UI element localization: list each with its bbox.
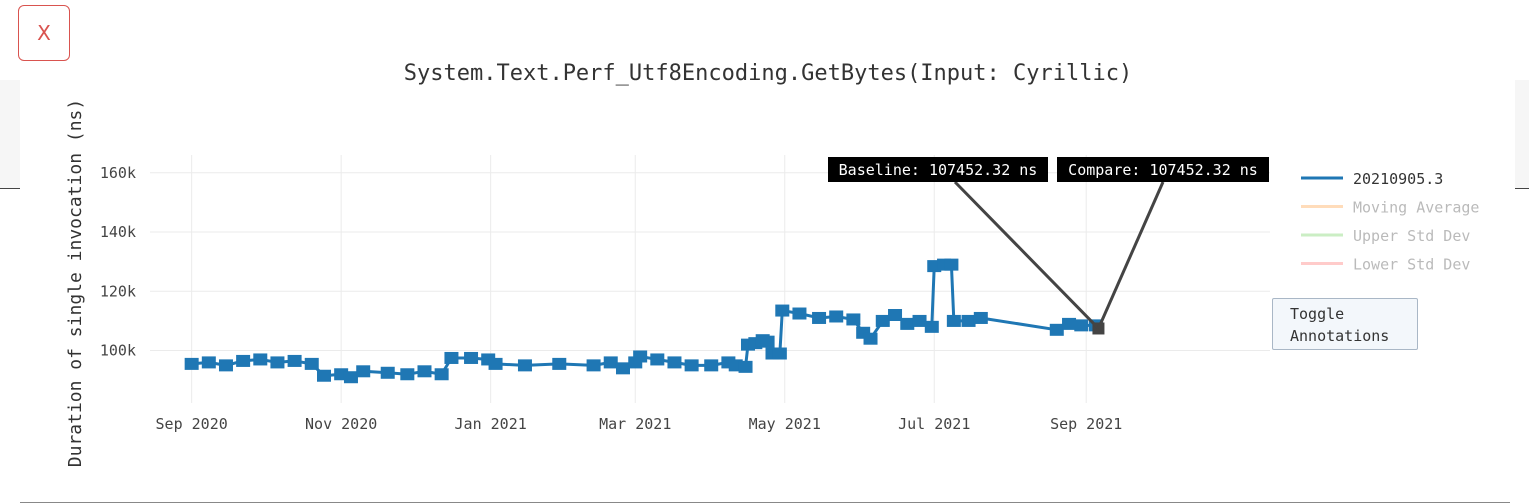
data-point[interactable] — [488, 357, 503, 370]
data-point[interactable] — [900, 317, 915, 330]
legend-item[interactable]: Upper Std Dev — [1301, 227, 1470, 245]
data-point[interactable] — [792, 307, 807, 320]
data-point[interactable] — [775, 304, 790, 317]
data-point[interactable] — [1074, 319, 1089, 332]
data-point[interactable] — [738, 360, 753, 373]
legend-item[interactable]: 20210905.3 — [1301, 170, 1443, 188]
data-point[interactable] — [417, 365, 432, 378]
data-point[interactable] — [434, 368, 449, 381]
left-edge-line-bottom — [0, 188, 20, 189]
data-point[interactable] — [304, 357, 319, 370]
data-point[interactable] — [615, 362, 630, 375]
legend-item[interactable]: Lower Std Dev — [1301, 256, 1470, 274]
close-button[interactable]: X — [18, 5, 70, 61]
annotation-box — [828, 157, 1048, 182]
legend-label: Moving Average — [1353, 199, 1479, 217]
data-point[interactable] — [201, 356, 216, 369]
right-edge-line-bottom — [1515, 188, 1529, 189]
data-point[interactable] — [517, 359, 532, 372]
legend[interactable]: 20210905.3 Moving Average Upper Std Dev Low… — [1301, 170, 1479, 274]
x-axis-ticks: Sep 2020 Nov 2020 Jan 2021 Mar 2021 May 2021… — [156, 415, 1123, 433]
data-point[interactable] — [944, 258, 959, 271]
data-point[interactable] — [961, 314, 976, 327]
legend-label: Lower Std Dev — [1353, 256, 1470, 274]
annotation-box — [1057, 157, 1269, 182]
data-point[interactable] — [973, 311, 988, 324]
y-tick-label: 100k — [100, 342, 136, 360]
data-point[interactable] — [633, 350, 648, 363]
x-tick-label: Sep 2021 — [1050, 415, 1122, 433]
data-point[interactable] — [684, 359, 699, 372]
data-point[interactable] — [829, 310, 844, 323]
x-tick-label: Jul 2021 — [898, 415, 970, 433]
data-point[interactable] — [236, 354, 251, 367]
data-point[interactable] — [772, 347, 787, 360]
data-point[interactable] — [875, 314, 890, 327]
annotation-arrow — [953, 180, 1100, 330]
data-point[interactable] — [912, 314, 927, 327]
annotation-arrow — [1097, 181, 1165, 330]
data-point[interactable] — [704, 359, 719, 372]
data-point[interactable] — [444, 351, 459, 364]
y-axis-ticks: 100k 120k 140k 160k — [100, 164, 136, 360]
data-point[interactable] — [287, 354, 302, 367]
data-point[interactable] — [400, 368, 415, 381]
data-point[interactable] — [888, 309, 903, 321]
data-point[interactable] — [946, 314, 961, 327]
data-point[interactable] — [650, 353, 665, 366]
data-point[interactable] — [863, 332, 878, 345]
data-point[interactable] — [552, 357, 567, 370]
legend-label: 20210905.3 — [1353, 170, 1443, 188]
data-point[interactable] — [667, 356, 682, 369]
data-point[interactable] — [184, 357, 199, 370]
data-point[interactable] — [356, 365, 371, 378]
data-point[interactable] — [586, 359, 601, 372]
x-tick-label: Mar 2021 — [599, 415, 671, 433]
x-tick-label: Jan 2021 — [455, 415, 527, 433]
data-point[interactable] — [846, 313, 861, 326]
y-axis-label: Duration of single invocation (ns) — [65, 99, 86, 467]
data-point[interactable] — [270, 356, 285, 369]
x-tick-label: May 2021 — [749, 415, 821, 433]
annotation-label: Compare: 107452.32 ns — [1068, 161, 1258, 179]
data-point[interactable] — [1062, 317, 1077, 330]
legend-item[interactable]: Moving Average — [1301, 199, 1479, 217]
data-point[interactable] — [603, 356, 618, 369]
data-point[interactable] — [253, 353, 268, 366]
chart-title: System.Text.Perf_Utf8Encoding.GetBytes(I… — [404, 61, 1132, 86]
data-point[interactable] — [1049, 323, 1064, 336]
data-point[interactable] — [218, 359, 233, 372]
toggle-annotations-button[interactable]: Toggle Annotations — [1272, 298, 1418, 350]
legend-label: Upper Std Dev — [1353, 227, 1470, 245]
x-tick-label: Sep 2020 — [156, 415, 228, 433]
y-tick-label: 140k — [100, 223, 136, 241]
data-point[interactable] — [924, 320, 939, 333]
data-point[interactable] — [760, 335, 775, 348]
y-tick-label: 120k — [100, 282, 136, 300]
series-layer — [184, 258, 1105, 384]
data-point[interactable] — [812, 311, 827, 324]
annotations-layer: Baseline: 107452.32 ns Compare: 107452.32… — [828, 157, 1269, 330]
data-point[interactable] — [464, 351, 479, 364]
y-tick-label: 160k — [100, 164, 136, 182]
left-side-panel — [0, 80, 20, 188]
data-point[interactable] — [380, 366, 395, 379]
x-tick-label: Nov 2020 — [305, 415, 377, 433]
right-side-panel — [1515, 80, 1529, 188]
annotation-label: Baseline: 107452.32 ns — [839, 161, 1038, 179]
data-point[interactable] — [317, 369, 332, 382]
data-point[interactable] — [343, 371, 358, 384]
